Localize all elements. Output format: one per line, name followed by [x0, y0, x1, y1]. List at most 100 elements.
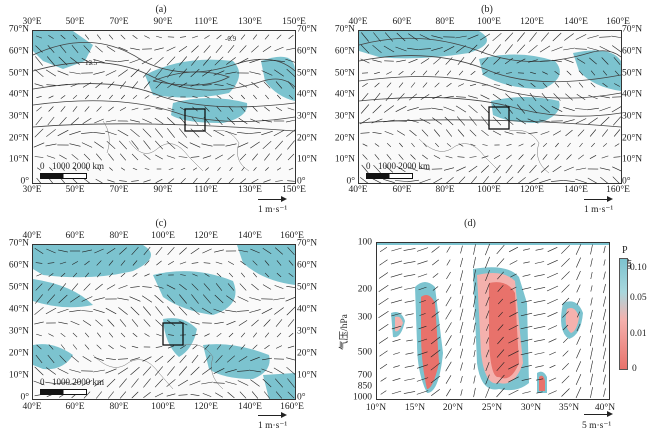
wind-vector: [144, 168, 150, 170]
wind-vector: [473, 244, 476, 255]
lon-tick: 90°E: [153, 17, 173, 27]
wind-vector: [178, 306, 188, 316]
wind-vector: [380, 390, 387, 395]
lon-tick: 100°E: [477, 17, 501, 27]
wind-vector: [35, 35, 43, 39]
wind-vector: [505, 104, 513, 114]
sig-region: [479, 54, 560, 89]
wind-vector: [549, 351, 556, 356]
wind-vector: [590, 258, 593, 267]
wind-vector: [485, 296, 490, 307]
wind-vector: [168, 178, 175, 183]
wind-vector: [251, 45, 259, 53]
wind-vector: [276, 94, 282, 100]
wind-vector: [240, 332, 246, 338]
wind-vector: [521, 378, 532, 381]
wind-vector: [275, 391, 283, 399]
wind-vector: [276, 260, 282, 266]
wind-vector: [70, 320, 80, 326]
wind-vector: [120, 272, 126, 278]
wind-vector: [178, 320, 188, 326]
wind-vector: [523, 248, 530, 251]
wind-vector: [362, 154, 368, 160]
wind-vector: [410, 154, 416, 160]
wind-vector: [403, 391, 416, 394]
wind-vector: [107, 319, 115, 327]
svg-text:12.5: 12.5: [85, 59, 98, 67]
wind-vector: [473, 387, 476, 398]
lat-tick: 60°N: [297, 260, 318, 271]
wind-vector: [407, 119, 419, 123]
wind-vector: [564, 166, 574, 172]
wind-vector: [419, 178, 431, 183]
wind-vector: [227, 355, 235, 363]
wind-vector: [603, 245, 606, 254]
wind-vector: [192, 96, 198, 98]
wind-vector: [166, 56, 176, 66]
wind-vector: [143, 392, 151, 398]
wind-vector: [252, 272, 258, 278]
wind-vector: [516, 104, 526, 114]
wind-vector: [383, 119, 395, 123]
wind-vector: [287, 153, 295, 161]
wind-vector: [117, 367, 129, 375]
wind-vector: [548, 377, 557, 382]
wind-vector: [250, 356, 260, 362]
wind-vector: [202, 393, 212, 397]
wind-vector: [288, 34, 294, 40]
wind-vector: [72, 34, 78, 40]
lon-tick: 60°E: [392, 185, 412, 195]
wind-vector: [469, 129, 477, 137]
wind-vector: [59, 283, 67, 291]
sig-region: [263, 373, 295, 399]
wind-vector: [72, 272, 78, 278]
wind-vector: [518, 154, 524, 160]
wind-vector: [225, 143, 237, 147]
wind-vector: [105, 307, 117, 315]
wind-vector: [587, 47, 599, 51]
wind-vector: [249, 71, 261, 75]
wind-vector: [390, 260, 403, 265]
sig-region: [33, 245, 151, 278]
lat-tick: 20°N: [334, 133, 355, 144]
wind-vector: [417, 338, 428, 343]
wind-vector: [107, 391, 115, 399]
wind-vector: [602, 143, 608, 147]
wind-vector: [456, 96, 466, 98]
wind-vector: [443, 46, 455, 52]
wind-vector: [117, 129, 129, 137]
wind-vector: [264, 344, 270, 350]
wind-vector: [534, 261, 545, 264]
wind-vector: [548, 338, 557, 343]
wind-vector: [84, 260, 90, 266]
wind-vector: [546, 272, 559, 279]
wind-vector: [561, 362, 570, 371]
scale-zero: 0: [366, 161, 371, 171]
wind-vector: [142, 286, 152, 288]
lat-tick: 10°N: [365, 403, 387, 413]
wind-vector: [227, 45, 235, 53]
lat-tick: 40°N: [297, 304, 318, 315]
wind-vector: [45, 307, 57, 315]
wind-vector: [154, 392, 164, 398]
wind-vector: [130, 366, 140, 376]
wind-vector: [120, 94, 126, 100]
wind-vector: [384, 105, 394, 113]
wind-vector: [445, 296, 452, 307]
wind-vector: [473, 269, 476, 282]
lat-tick: 20°N: [8, 348, 29, 359]
wind-vector: [46, 248, 56, 254]
wind-vector: [432, 259, 439, 266]
wind-vector: [179, 355, 187, 363]
wind-vector: [504, 131, 514, 135]
wind-vector: [361, 32, 369, 42]
wind-vector: [285, 119, 295, 123]
wind-vector: [69, 130, 81, 136]
wind-vector: [94, 248, 104, 254]
lon-tick: 120°E: [520, 185, 544, 195]
wind-vector: [156, 274, 162, 276]
wind-vector: [228, 94, 234, 100]
wind-vector: [144, 95, 150, 99]
wind-vector: [203, 354, 211, 364]
lat-tick: 10°N: [8, 370, 29, 381]
